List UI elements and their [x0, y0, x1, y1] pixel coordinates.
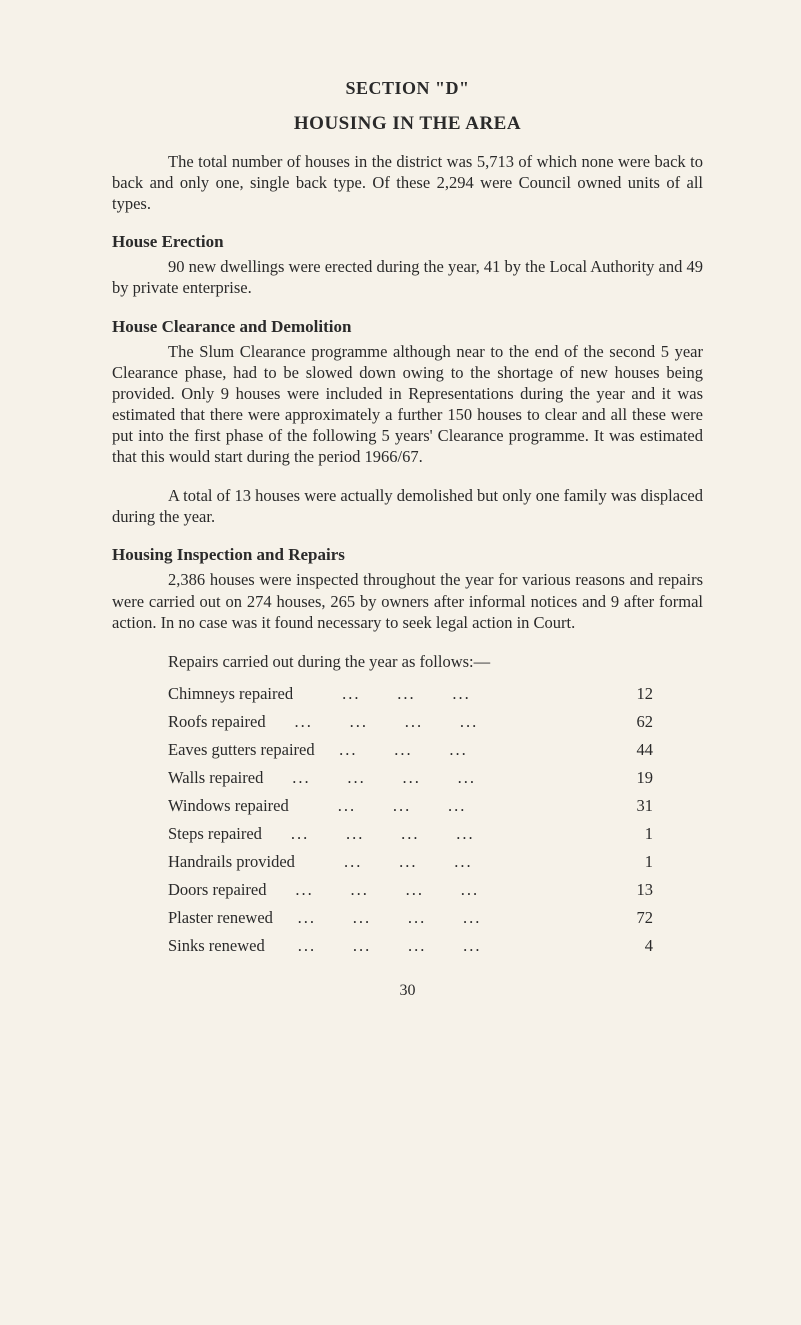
repair-label: Doors repaired: [168, 876, 295, 904]
leader-dots: ... ... ... ...: [291, 820, 613, 848]
subhead-inspection: Housing Inspection and Repairs: [112, 545, 703, 565]
leader-dots: ... ... ...: [289, 792, 613, 820]
table-row: Windows repaired ... ... ... 31: [168, 792, 653, 820]
repair-value: 1: [613, 820, 653, 848]
leader-dots: ... ... ... ...: [294, 708, 613, 736]
repairs-table: Chimneys repaired ... ... ... 12 Roofs r…: [168, 680, 653, 960]
repair-label: Plaster renewed: [168, 904, 298, 932]
subhead-clearance: House Clearance and Demolition: [112, 317, 703, 337]
repair-label: Walls repaired: [168, 764, 292, 792]
subhead-erection: House Erection: [112, 232, 703, 252]
repair-value: 62: [613, 708, 653, 736]
erection-paragraph: 90 new dwellings were erected during the…: [112, 256, 703, 298]
repair-value: 72: [613, 904, 653, 932]
table-row: Roofs repaired ... ... ... ... 62: [168, 708, 653, 736]
inspection-paragraph: 2,386 houses were inspected throughout t…: [112, 569, 703, 632]
table-row: Eaves gutters repaired ... ... ... 44: [168, 736, 653, 764]
table-row: Walls repaired ... ... ... ... 19: [168, 764, 653, 792]
table-row: Doors repaired ... ... ... ... 13: [168, 876, 653, 904]
table-row: Handrails provided ... ... ... 1: [168, 848, 653, 876]
repair-value: 4: [613, 932, 653, 960]
leader-dots: ... ... ...: [293, 680, 613, 708]
clearance-paragraph-1: The Slum Clearance programme although ne…: [112, 341, 703, 468]
repair-label: Windows repaired: [168, 792, 289, 820]
leader-dots: ... ... ...: [295, 848, 613, 876]
repair-label: Steps repaired: [168, 820, 291, 848]
repair-label: Handrails provided: [168, 848, 295, 876]
leader-dots: ... ... ... ...: [295, 876, 613, 904]
leader-dots: ... ... ... ...: [298, 932, 613, 960]
table-row: Plaster renewed ... ... ... ... 72: [168, 904, 653, 932]
table-row: Sinks renewed ... ... ... ... 4: [168, 932, 653, 960]
page-title: HOUSING IN THE AREA: [112, 113, 703, 135]
repairs-list-intro: Repairs carried out during the year as f…: [112, 651, 703, 672]
repair-label: Chimneys repaired: [168, 680, 293, 708]
document-page: SECTION "D" HOUSING IN THE AREA The tota…: [0, 0, 801, 1040]
repair-value: 1: [613, 848, 653, 876]
repair-value: 13: [613, 876, 653, 904]
repair-label: Roofs repaired: [168, 708, 294, 736]
page-number: 30: [112, 982, 703, 1000]
repair-value: 31: [613, 792, 653, 820]
leader-dots: ... ... ...: [315, 736, 613, 764]
repair-label: Sinks renewed: [168, 932, 298, 960]
intro-paragraph: The total number of houses in the distri…: [112, 151, 703, 214]
clearance-paragraph-2: A total of 13 houses were actually demol…: [112, 485, 703, 527]
repair-value: 12: [613, 680, 653, 708]
repair-value: 19: [613, 764, 653, 792]
section-label: SECTION "D": [112, 78, 703, 99]
leader-dots: ... ... ... ...: [292, 764, 613, 792]
leader-dots: ... ... ... ...: [298, 904, 613, 932]
repair-label: Eaves gutters repaired: [168, 736, 315, 764]
table-row: Steps repaired ... ... ... ... 1: [168, 820, 653, 848]
repair-value: 44: [613, 736, 653, 764]
table-row: Chimneys repaired ... ... ... 12: [168, 680, 653, 708]
